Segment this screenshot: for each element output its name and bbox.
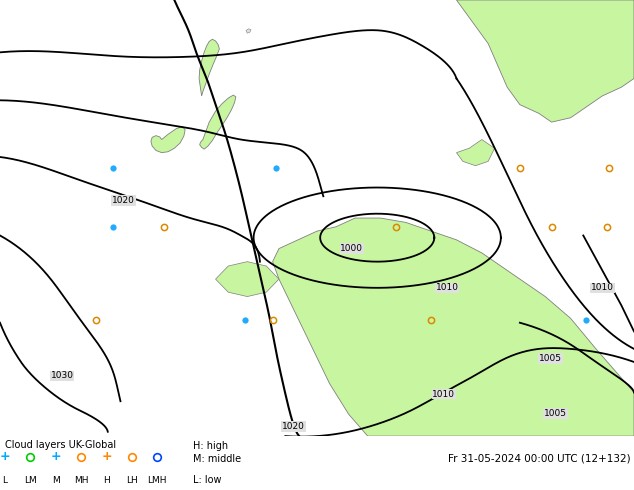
Polygon shape (246, 29, 251, 33)
Polygon shape (273, 218, 634, 436)
Text: M: middle: M: middle (193, 454, 242, 464)
Polygon shape (456, 0, 634, 122)
Polygon shape (151, 126, 185, 153)
Text: L: L (3, 476, 8, 485)
Text: LM: LM (24, 476, 37, 485)
Text: 1005: 1005 (544, 409, 567, 418)
Text: 1010: 1010 (591, 283, 614, 293)
Text: 1000: 1000 (340, 244, 363, 253)
Text: LMH: LMH (148, 476, 167, 485)
Polygon shape (200, 95, 236, 149)
Text: 1030: 1030 (51, 371, 74, 380)
Text: H: H (103, 476, 110, 485)
Text: +: + (0, 450, 10, 463)
Text: Fr 31-05-2024 00:00 UTC (12+132): Fr 31-05-2024 00:00 UTC (12+132) (448, 454, 630, 464)
Text: M: M (52, 476, 60, 485)
Text: LH: LH (126, 476, 138, 485)
Text: 1005: 1005 (539, 354, 562, 363)
Polygon shape (199, 39, 219, 96)
Text: MH: MH (74, 476, 88, 485)
Text: Cloud layers UK-Global: Cloud layers UK-Global (5, 441, 116, 450)
Text: 1010: 1010 (436, 283, 458, 293)
Text: +: + (101, 450, 112, 463)
Text: H: high: H: high (193, 441, 228, 451)
Text: 1020: 1020 (112, 196, 135, 205)
Polygon shape (216, 262, 279, 296)
Text: +: + (51, 450, 61, 463)
Text: 1010: 1010 (432, 390, 455, 399)
Text: L: low: L: low (193, 475, 222, 485)
Text: 1020: 1020 (282, 422, 305, 431)
Polygon shape (456, 140, 495, 166)
